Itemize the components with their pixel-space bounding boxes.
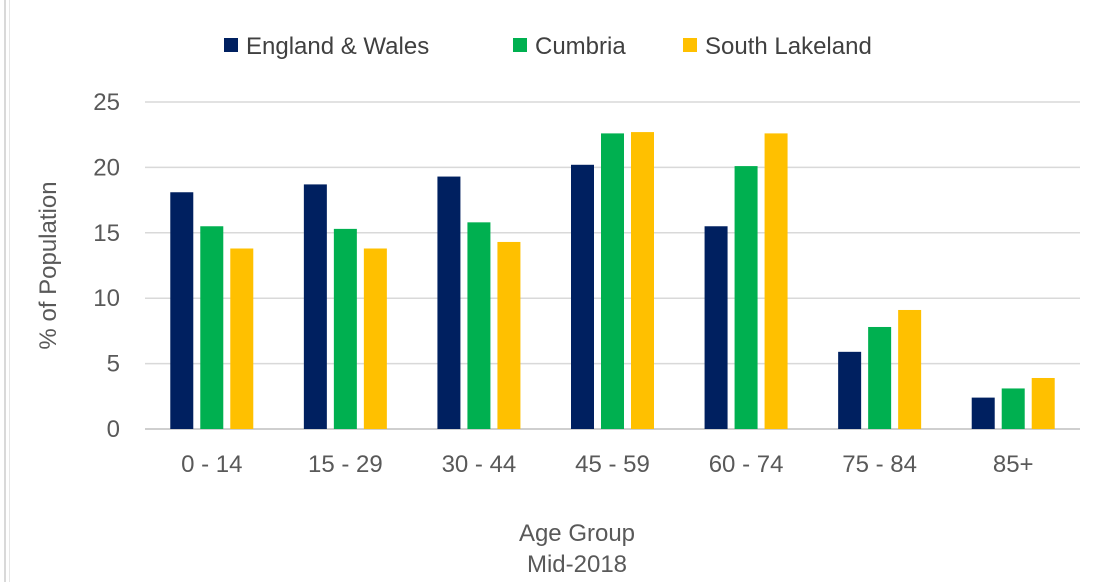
bar	[437, 176, 461, 429]
y-axis-title: % of Population	[35, 181, 62, 349]
y-tick-label: 20	[93, 154, 120, 181]
x-tick-label: 85+	[993, 451, 1034, 478]
bar	[200, 226, 224, 429]
y-tick-label: 25	[93, 89, 120, 116]
bar	[734, 166, 758, 430]
bar	[497, 241, 521, 429]
x-axis-title: Age Group	[519, 520, 635, 547]
bar	[467, 222, 491, 429]
y-tick-label: 0	[107, 416, 120, 443]
x-tick-label: 75 - 84	[842, 451, 917, 478]
bar	[601, 133, 624, 429]
bar	[363, 248, 387, 429]
bar	[1031, 377, 1055, 429]
x-tick-label: 45 - 59	[575, 451, 650, 478]
x-tick-label: 15 - 29	[308, 451, 383, 478]
x-tick-label: 0 - 14	[181, 451, 242, 478]
x-tick-label: 60 - 74	[709, 451, 784, 478]
bar	[303, 184, 327, 429]
bar	[971, 397, 995, 429]
legend-swatch	[683, 38, 697, 52]
bar	[230, 248, 254, 429]
bar	[704, 226, 728, 429]
bar	[333, 228, 357, 429]
legend-label: Cumbria	[535, 33, 626, 60]
y-axis-ticks: 0 5 10 15 20 25	[93, 89, 120, 443]
legend-label: South Lakeland	[705, 33, 872, 60]
bar	[764, 133, 788, 429]
legend-swatch	[513, 38, 527, 52]
x-axis-ticks: 0 - 14 15 - 29 30 - 44 45 - 59 60 - 74 75 - 8…	[181, 451, 1033, 478]
legend-swatch	[224, 38, 238, 52]
bar	[631, 132, 654, 430]
bars	[170, 132, 1055, 430]
y-tick-label: 10	[93, 285, 120, 312]
bar	[170, 192, 194, 429]
bar	[571, 164, 594, 429]
frame-border-inner	[9, 0, 10, 582]
bar	[898, 309, 922, 429]
bar	[838, 351, 862, 429]
y-tick-label: 5	[107, 351, 120, 378]
x-axis-subtitle: Mid-2018	[527, 551, 627, 578]
frame-border	[4, 0, 6, 582]
legend-label: England & Wales	[246, 33, 429, 60]
bar	[1001, 388, 1025, 429]
legend: England & Wales Cumbria South Lakeland	[224, 33, 872, 60]
bar	[868, 326, 892, 429]
x-tick-label: 30 - 44	[442, 451, 517, 478]
y-tick-label: 15	[93, 220, 120, 247]
